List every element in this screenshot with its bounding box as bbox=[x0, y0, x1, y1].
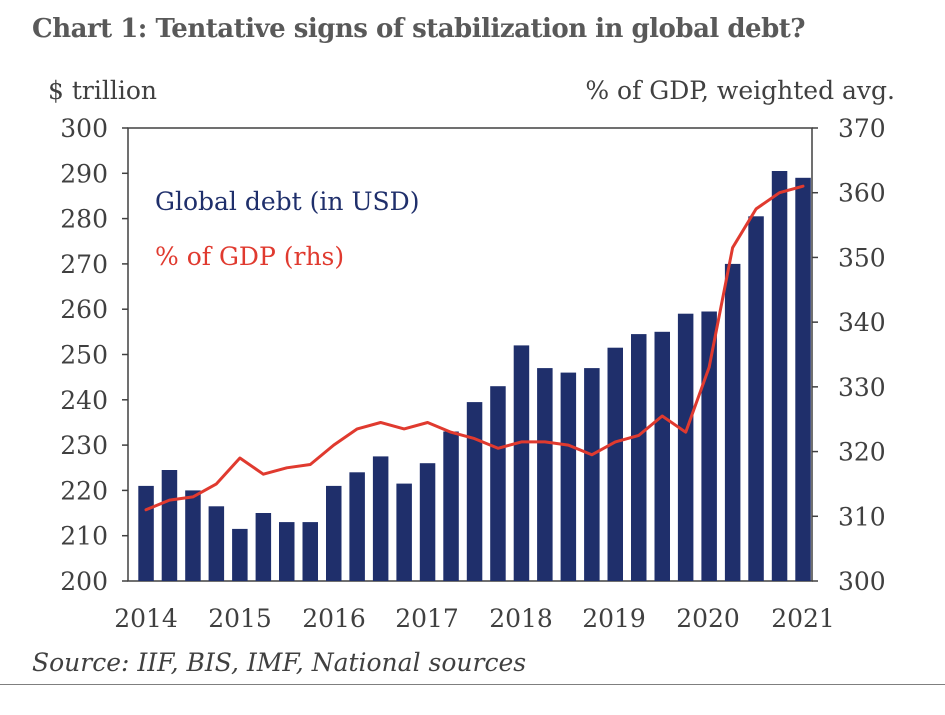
bar bbox=[724, 263, 741, 581]
bar bbox=[443, 431, 459, 581]
right-tick-label: 310 bbox=[838, 502, 886, 531]
bar bbox=[349, 472, 365, 581]
bar-series bbox=[138, 171, 811, 582]
chart-title: Chart 1: Tentative signs of stabilizatio… bbox=[32, 14, 806, 44]
right-tick-label: 300 bbox=[838, 567, 886, 596]
bar bbox=[537, 368, 553, 581]
line-pct-gdp bbox=[144, 184, 805, 512]
bar bbox=[795, 177, 811, 582]
bar bbox=[302, 522, 318, 581]
x-tick-label: 2017 bbox=[395, 604, 459, 633]
legend-pct-gdp: % of GDP (rhs) bbox=[155, 242, 344, 271]
left-tick-label: 240 bbox=[60, 386, 108, 415]
x-tick-label: 2019 bbox=[582, 604, 646, 633]
bar bbox=[326, 485, 342, 581]
bar bbox=[584, 368, 600, 581]
legend: Global debt (in USD) % of GDP (rhs) bbox=[155, 187, 419, 271]
x-tick-label: 2021 bbox=[771, 604, 835, 633]
x-tick-label: 2014 bbox=[114, 604, 178, 633]
left-tick-label: 260 bbox=[60, 295, 108, 324]
right-tick-label: 350 bbox=[838, 243, 886, 272]
bar bbox=[771, 171, 788, 581]
bar bbox=[560, 372, 577, 581]
left-tick-label: 300 bbox=[60, 114, 108, 143]
bar bbox=[138, 485, 154, 581]
bar bbox=[208, 506, 225, 581]
right-axis-unit: % of GDP, weighted avg. bbox=[585, 76, 895, 105]
left-tick-label: 210 bbox=[60, 522, 108, 551]
bottom-rule bbox=[0, 684, 945, 685]
bar bbox=[161, 470, 178, 581]
left-tick-label: 200 bbox=[60, 567, 108, 596]
right-tick-label: 330 bbox=[838, 373, 886, 402]
source-note: Source: IIF, BIS, IMF, National sources bbox=[32, 648, 527, 677]
bar bbox=[607, 347, 623, 581]
x-axis-labels: 2014 2015 2016 2017 2018 2019 2020 2021 bbox=[114, 604, 835, 633]
left-axis-ticks: 200 210 220 230 240 250 260 270 280 290 300 bbox=[60, 114, 128, 596]
x-tick-label: 2016 bbox=[302, 604, 366, 633]
bar bbox=[701, 311, 717, 581]
bar bbox=[232, 528, 248, 581]
left-tick-label: 270 bbox=[60, 250, 108, 279]
left-tick-label: 230 bbox=[60, 431, 108, 460]
x-tick-label: 2015 bbox=[208, 604, 272, 633]
bar bbox=[419, 463, 436, 581]
right-tick-label: 370 bbox=[838, 114, 886, 143]
bar bbox=[255, 513, 272, 581]
legend-global-debt: Global debt (in USD) bbox=[155, 187, 419, 216]
left-axis-unit: $ trillion bbox=[48, 76, 157, 105]
bar bbox=[654, 331, 670, 581]
bar bbox=[631, 334, 647, 581]
left-tick-label: 250 bbox=[60, 341, 108, 370]
x-tick-label: 2020 bbox=[676, 604, 740, 633]
left-tick-label: 290 bbox=[60, 159, 108, 188]
bar bbox=[185, 490, 201, 581]
bar bbox=[677, 313, 694, 581]
right-axis-ticks: 300 310 320 330 340 350 360 370 bbox=[812, 114, 886, 596]
bar bbox=[513, 345, 530, 581]
bar bbox=[748, 216, 764, 582]
left-tick-label: 280 bbox=[60, 205, 108, 234]
right-tick-label: 320 bbox=[838, 438, 886, 467]
right-tick-label: 340 bbox=[838, 308, 886, 337]
bar bbox=[490, 386, 506, 581]
bar bbox=[372, 456, 389, 581]
right-tick-label: 360 bbox=[838, 179, 886, 208]
bar bbox=[279, 522, 295, 581]
bar bbox=[396, 483, 412, 581]
x-tick-label: 2018 bbox=[489, 604, 553, 633]
line-series-group bbox=[144, 184, 805, 512]
left-tick-label: 220 bbox=[60, 476, 108, 505]
bar bbox=[466, 402, 483, 581]
